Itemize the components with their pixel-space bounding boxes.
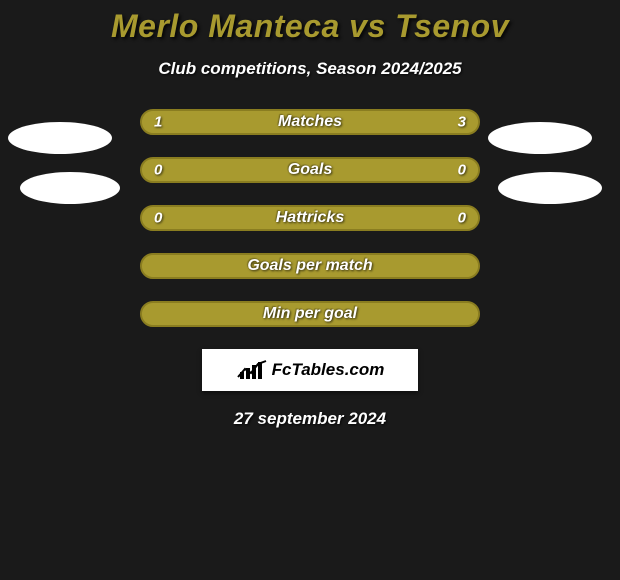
stat-value-left: 1	[154, 114, 162, 131]
comparison-card: Merlo Manteca vs Tsenov Club competition…	[0, 0, 620, 429]
decorative-ellipse-0	[8, 122, 112, 154]
stat-value-right: 3	[458, 114, 466, 131]
stat-label: Min per goal	[263, 305, 357, 323]
footer-date: 27 september 2024	[0, 409, 620, 429]
page-title: Merlo Manteca vs Tsenov	[0, 8, 620, 45]
logo-box[interactable]: FcTables.com	[202, 349, 418, 391]
decorative-ellipse-2	[488, 122, 592, 154]
page-subtitle: Club competitions, Season 2024/2025	[0, 59, 620, 79]
stat-row: 1 3 Matches	[140, 109, 480, 135]
stat-value-right: 0	[458, 162, 466, 179]
decorative-ellipse-3	[498, 172, 602, 204]
stat-row: 0 0 Hattricks	[140, 205, 480, 231]
stat-label: Goals	[288, 161, 332, 179]
stat-row: Min per goal	[140, 301, 480, 327]
stat-fill-right	[226, 111, 478, 133]
stat-label: Hattricks	[276, 209, 344, 227]
bars-icon	[236, 359, 268, 381]
stat-row: Goals per match	[140, 253, 480, 279]
stat-value-right: 0	[458, 210, 466, 227]
stat-value-left: 0	[154, 210, 162, 227]
stat-label: Matches	[278, 113, 342, 131]
logo-inner: FcTables.com	[236, 359, 385, 381]
stat-label: Goals per match	[247, 257, 372, 275]
logo-text: FcTables.com	[272, 360, 385, 380]
decorative-ellipse-1	[20, 172, 120, 204]
stat-value-left: 0	[154, 162, 162, 179]
stat-row: 0 0 Goals	[140, 157, 480, 183]
